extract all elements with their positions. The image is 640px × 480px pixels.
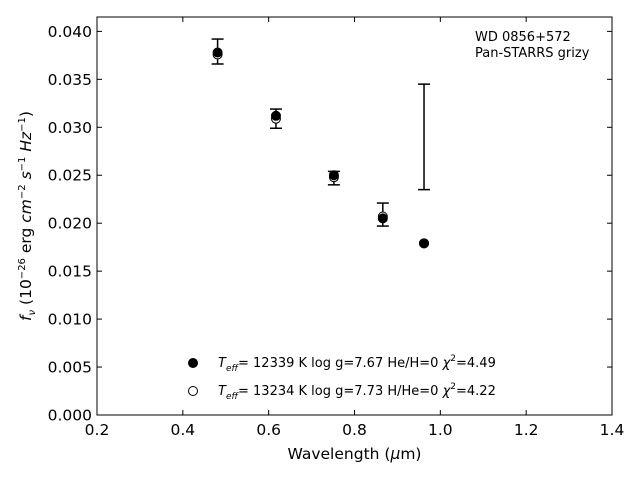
x-axis-label: Wavelength (μm) [288, 445, 422, 463]
data-point-filled [212, 47, 223, 58]
x-tick-label: 0.8 [342, 421, 367, 439]
y-tick-label: 0.030 [48, 119, 92, 137]
y-axis-label: fν (10−26 erg cm−2 s−1 Hz−1) [17, 111, 38, 321]
y-tick-label: 0.040 [48, 23, 92, 41]
y-tick-label: 0.000 [48, 407, 92, 425]
legend-label-2: Teff= 13234 K log g=7.73 H/He=0 χ2=4.22 [218, 382, 496, 402]
data-point-filled [328, 170, 339, 181]
x-tick-label: 1.2 [514, 421, 539, 439]
y-tick-label: 0.035 [48, 71, 92, 89]
x-tick-label: 1.0 [428, 421, 453, 439]
data-point-filled [377, 213, 388, 224]
x-tick-label: 0.6 [256, 421, 281, 439]
error-bar [418, 83, 431, 191]
x-axis-ticks: 0.2 0.4 0.6 0.8 1.0 1.2 1.4 [85, 17, 625, 439]
annotation-line-1: WD 0856+572 [475, 30, 571, 45]
error-bars [211, 38, 431, 227]
legend-marker-filled [188, 358, 198, 368]
data-point-filled [419, 238, 430, 249]
legend-label-1: Teff= 12339 K log g=7.67 He/H=0 χ2=4.49 [218, 354, 496, 374]
y-tick-label: 0.020 [48, 215, 92, 233]
x-tick-label: 1.4 [600, 421, 625, 439]
y-tick-label: 0.010 [48, 311, 92, 329]
y-tick-label: 0.015 [48, 263, 92, 281]
y-tick-label: 0.025 [48, 167, 92, 185]
data-point-filled [270, 110, 281, 121]
data-points [212, 47, 430, 249]
legend: Teff= 12339 K log g=7.67 He/H=0 χ2=4.49 … [188, 354, 496, 402]
y-tick-label: 0.005 [48, 359, 92, 377]
legend-marker-open [188, 386, 198, 396]
x-tick-label: 0.4 [171, 421, 196, 439]
x-tick-label: 0.2 [85, 421, 110, 439]
y-axis-ticks: 0.000 0.005 0.010 0.015 0.020 0.025 0.030 0.035… [48, 23, 612, 425]
annotation-line-2: Pan-STARRS grizy [475, 46, 590, 61]
